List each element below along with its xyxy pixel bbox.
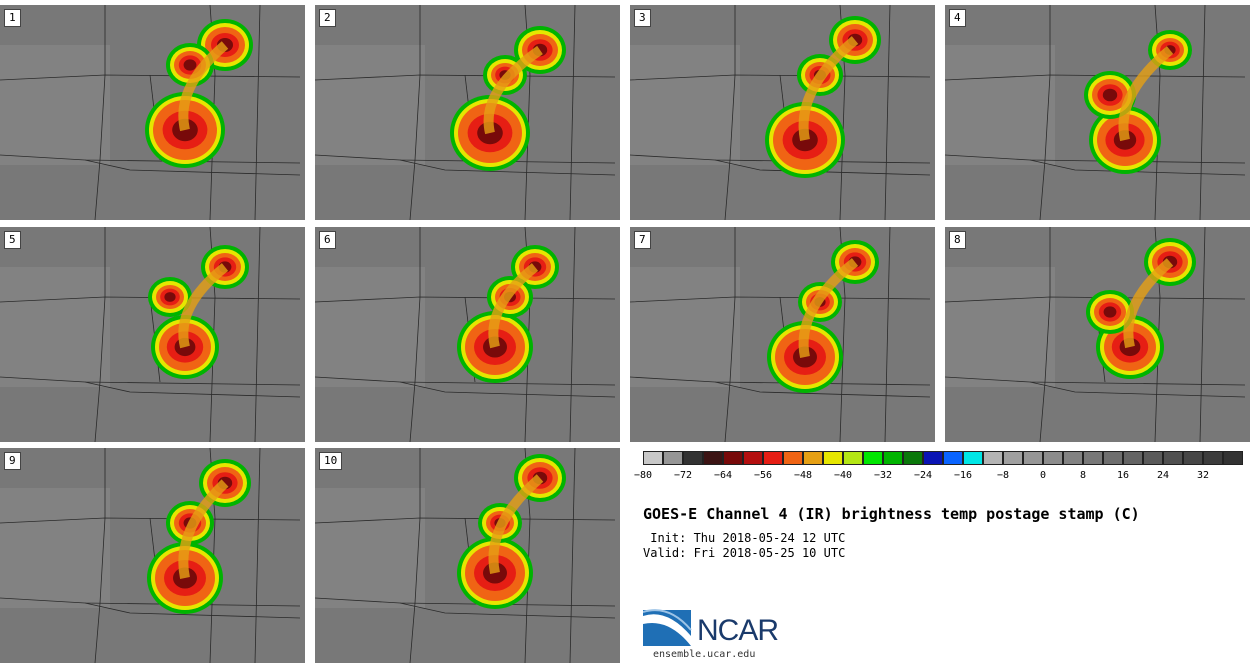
member-panel-4: 4 [945, 5, 1250, 220]
color-scale-cell [1043, 451, 1063, 465]
member-panel-8: 8 [945, 227, 1250, 442]
color-scale-tick-label: −40 [833, 470, 853, 481]
color-scale-cell [963, 451, 983, 465]
color-scale-cell [883, 451, 903, 465]
color-scale-cell [1023, 451, 1043, 465]
color-scale-bar [643, 451, 1248, 465]
member-panel-6: 6 [315, 227, 620, 442]
color-scale-tick-label: 32 [1196, 470, 1210, 481]
color-scale-tick-label: 16 [1116, 470, 1130, 481]
color-scale-cell [743, 451, 763, 465]
satellite-ir-map [315, 227, 620, 442]
color-scale-cell [723, 451, 743, 465]
satellite-ir-map [945, 227, 1250, 442]
color-scale-cell [843, 451, 863, 465]
color-scale-cell [703, 451, 723, 465]
member-panel-7: 7 [630, 227, 935, 442]
init-time: Init: Thu 2018-05-24 12 UTC [643, 531, 846, 545]
valid-time: Valid: Fri 2018-05-25 10 UTC [643, 546, 846, 560]
color-scale-tick-label: 24 [1156, 470, 1170, 481]
color-scale-tick-label: −16 [953, 470, 973, 481]
ncar-logo-icon [643, 609, 692, 646]
color-scale-cell [643, 451, 663, 465]
member-panel-9: 9 [0, 448, 305, 663]
satellite-ir-map [315, 5, 620, 220]
color-scale-tick-label: 8 [1079, 470, 1087, 481]
color-scale-cell [863, 451, 883, 465]
member-number: 5 [4, 231, 21, 249]
member-number: 2 [319, 9, 336, 27]
satellite-ir-map [630, 5, 935, 220]
color-scale-cell [763, 451, 783, 465]
satellite-ir-map [0, 227, 305, 442]
color-scale-cell [1103, 451, 1123, 465]
member-number: 9 [4, 452, 21, 470]
satellite-ir-map [315, 448, 620, 663]
color-scale-tick-label: −24 [913, 470, 933, 481]
color-scale-tick-label: −56 [753, 470, 773, 481]
member-number: 7 [634, 231, 651, 249]
member-number: 3 [634, 9, 651, 27]
color-scale-cell [783, 451, 803, 465]
member-number: 6 [319, 231, 336, 249]
satellite-ir-map [945, 5, 1250, 220]
member-number: 8 [949, 231, 966, 249]
color-scale-cell [1223, 451, 1243, 465]
satellite-ir-map [630, 227, 935, 442]
color-scale-cell [1143, 451, 1163, 465]
color-scale-cell [983, 451, 1003, 465]
site-url[interactable]: ensemble.ucar.edu [653, 649, 756, 660]
color-scale-cell [1003, 451, 1023, 465]
color-scale-cell [903, 451, 923, 465]
member-number: 1 [4, 9, 21, 27]
color-scale-tick-label: 0 [1039, 470, 1047, 481]
color-scale-cell [1063, 451, 1083, 465]
member-panel-3: 3 [630, 5, 935, 220]
color-scale-cell [803, 451, 823, 465]
color-scale-tick-label: −32 [873, 470, 893, 481]
color-scale-tick-label: −64 [713, 470, 733, 481]
color-scale-cell [1123, 451, 1143, 465]
color-scale-tick-label: −8 [996, 470, 1010, 481]
ncar-logo-text: NCAR [697, 614, 779, 647]
color-scale-cell [923, 451, 943, 465]
member-panel-5: 5 [0, 227, 305, 442]
color-scale-cell [1083, 451, 1103, 465]
color-scale-tick-label: −80 [633, 470, 653, 481]
color-scale-cell [943, 451, 963, 465]
color-scale-cell [1163, 451, 1183, 465]
color-scale-cell [823, 451, 843, 465]
color-scale-cell [663, 451, 683, 465]
member-panel-1: 1 [0, 5, 305, 220]
satellite-ir-map [0, 5, 305, 220]
member-panel-10: 10 [315, 448, 620, 663]
color-scale-tick-label: −72 [673, 470, 693, 481]
member-number: 10 [319, 452, 343, 470]
color-scale-cell [1203, 451, 1223, 465]
color-scale-tick-label: −48 [793, 470, 813, 481]
figure-title: GOES-E Channel 4 (IR) brightness temp po… [643, 505, 1140, 523]
color-scale-cell [683, 451, 703, 465]
member-number: 4 [949, 9, 966, 27]
satellite-ir-map [0, 448, 305, 663]
color-scale-cell [1183, 451, 1203, 465]
member-panel-2: 2 [315, 5, 620, 220]
